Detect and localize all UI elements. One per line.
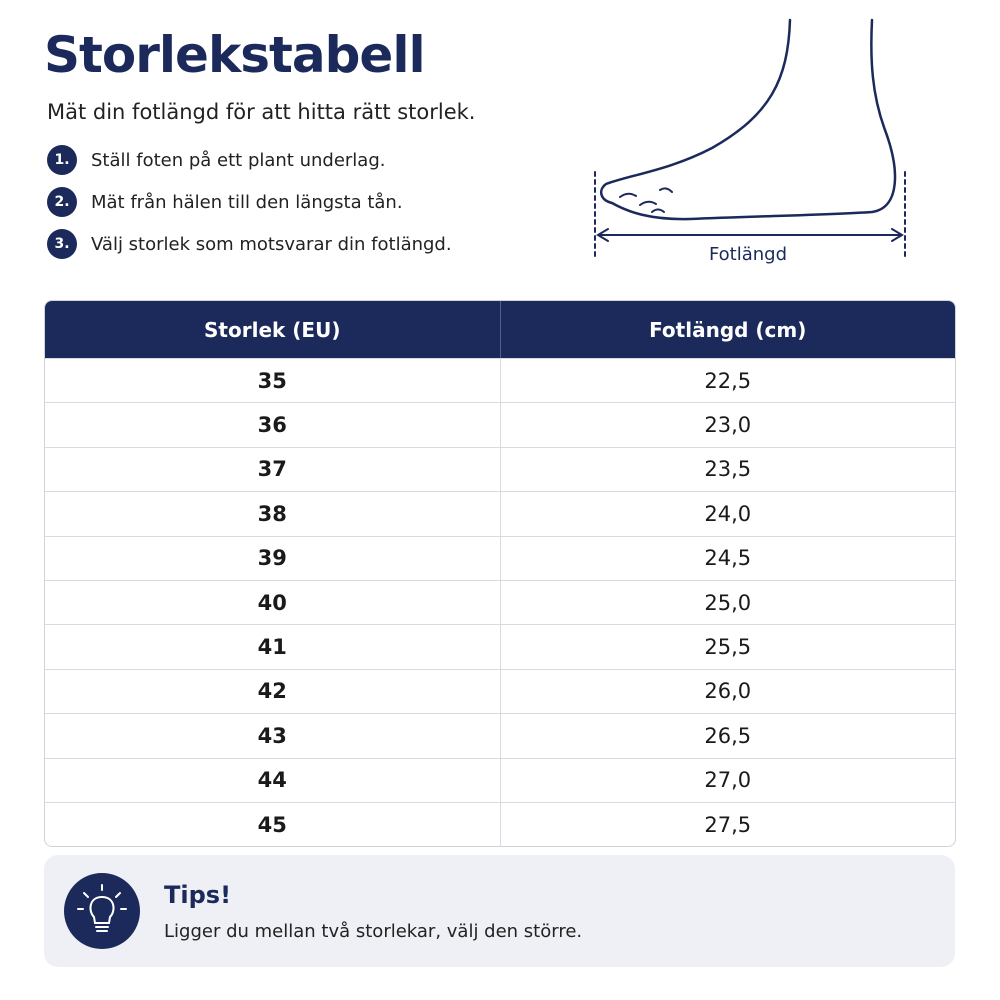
table-row: 44 27,0: [45, 757, 955, 802]
table-row: 35 22,5: [45, 358, 955, 403]
size: 36: [45, 403, 501, 447]
table-header: Storlek (EU) Fotlängd (cm): [45, 301, 955, 358]
size: 44: [45, 758, 501, 802]
foot-length: 26,5: [704, 723, 752, 748]
size: 39: [45, 536, 501, 580]
column-header: Storlek (EU): [45, 301, 501, 358]
arrowheads: [596, 228, 904, 242]
foot-length: 24,5: [704, 546, 752, 571]
foot-length: 22,5: [704, 368, 752, 393]
foot-length: 26,0: [704, 679, 752, 704]
table-row: 45 27,5: [45, 801, 955, 847]
foot-length: 27,5: [704, 812, 752, 837]
size: 45: [45, 802, 501, 847]
measure-label: Fotlängd: [709, 244, 787, 265]
size: 40: [45, 580, 501, 625]
size: 37: [45, 447, 501, 492]
table-row: 39 24,5: [45, 535, 955, 580]
table-row: 36 23,0: [45, 402, 955, 447]
subtitle: Mät din fotlängd för att hitta rätt stor…: [47, 100, 476, 124]
title: Storlekstabell: [44, 26, 426, 84]
tip-title: Tips!: [164, 881, 232, 909]
tip-box: Tips! Ligger du mellan två storlekar, vä…: [44, 855, 955, 967]
size: 35: [45, 359, 501, 403]
table-row: 38 24,0: [45, 491, 955, 536]
size-table: Storlek (EU) Fotlängd (cm) 35 22,5 36 23,0 3…: [44, 300, 956, 848]
step: 3. Välj storlek som motsvarar din fotläng…: [47, 228, 452, 260]
tip-text: Ligger du mellan två storlekar, välj den…: [164, 921, 583, 942]
step: 2. Mät från hälen till den längsta tån.: [47, 186, 403, 218]
bulb-icon: [64, 873, 140, 949]
step: 1. Ställ foten på ett plant underlag.: [47, 144, 385, 176]
step-number: 3.: [47, 229, 77, 259]
foot-illustration: Fotlängd: [594, 18, 906, 265]
step-number: 2.: [47, 187, 77, 217]
step-text: Mät från hälen till den längsta tån.: [91, 191, 403, 213]
size: 41: [45, 625, 501, 669]
foot-length: 23,5: [704, 457, 752, 482]
table-body: 35 22,5 36 23,0 37 23,5 38 24,0 39 24,5 40 25,0 41 25…: [45, 358, 955, 847]
column-header: Fotlängd (cm): [649, 317, 807, 342]
size: 43: [45, 714, 501, 758]
step-number: 1.: [47, 145, 77, 175]
foot-outline: [599, 18, 897, 221]
toes: [619, 187, 673, 213]
foot-length: 23,0: [704, 413, 752, 438]
size: 38: [45, 492, 501, 536]
step-text: Ställ foten på ett plant underlag.: [91, 149, 386, 171]
step-text: Välj storlek som motsvarar din fotlängd.: [91, 233, 452, 255]
table-row: 42 26,0: [45, 668, 955, 714]
table-row: 43 26,5: [45, 713, 955, 758]
table-row: 40 25,0: [45, 579, 955, 625]
foot-length: 27,0: [704, 768, 752, 793]
size: 42: [45, 669, 501, 714]
foot-length: 25,0: [704, 590, 752, 615]
table-row: 37 23,5: [45, 446, 955, 492]
table-row: 41 25,5: [45, 624, 955, 669]
foot-length: 24,0: [704, 501, 752, 526]
foot-length: 25,5: [704, 635, 752, 660]
